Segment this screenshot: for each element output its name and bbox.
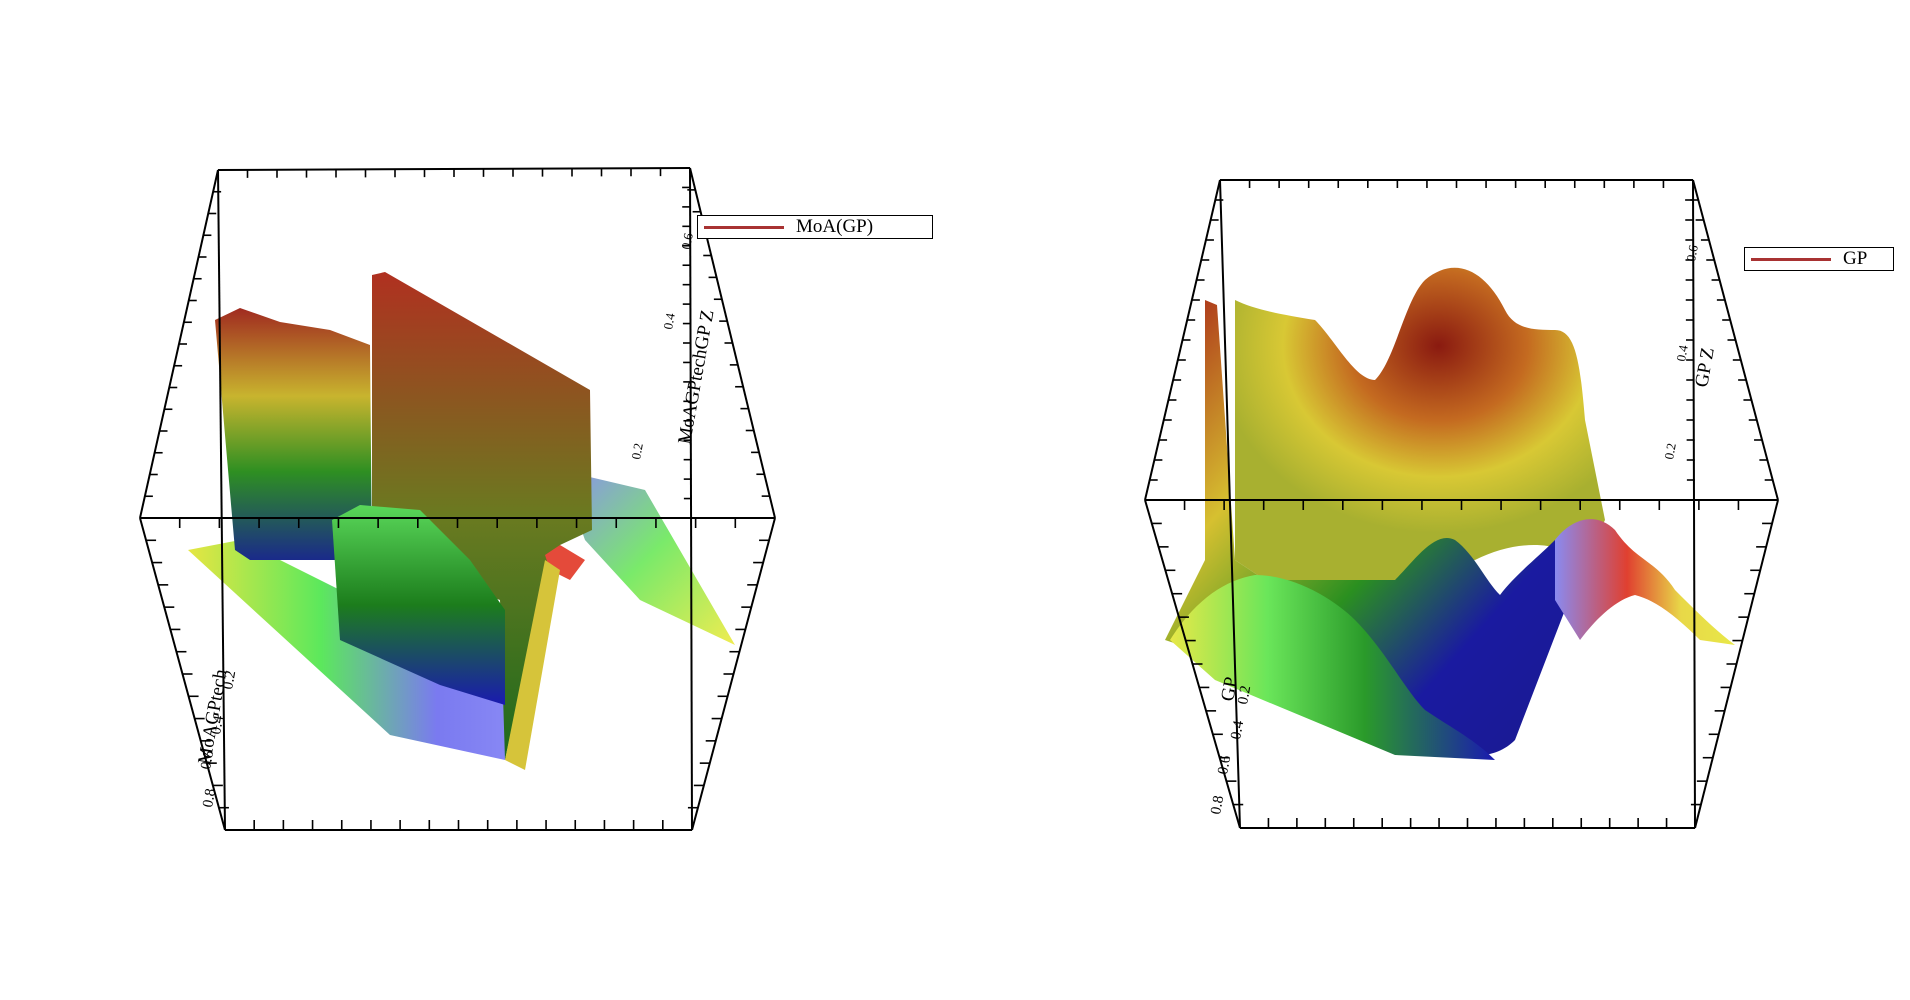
left-z-tick-label: 0.2 [628,442,646,461]
left-z-axis-label: MoAGPtechGP Z [674,308,718,446]
right-box-right-vertical [1692,179,1696,829]
left-box-left-vertical [217,169,226,831]
right-y-tick-label: 0.4 [1228,719,1247,741]
left-surface-fold-face [505,560,560,770]
left-z-tick-label: 0.4 [660,311,678,330]
right-legend: GP [1744,247,1894,271]
right-surface [1165,267,1735,760]
left-z-tick-labels: 0.2 0.4 0.6 [628,231,696,460]
right-y-axis-label: GP [1217,675,1242,703]
right-z-tick-labels: 0.2 0.4 0.6 [1661,243,1701,460]
right-surface-plot: 0.2 0.4 0.6 0.8 GP 0.2 0.4 0.6 GP Z GP [955,0,1910,1000]
left-legend-swatch [704,225,784,229]
left-y-tick-label: 0.8 [200,787,219,808]
right-legend-swatch [1751,257,1831,261]
right-box-left-vertical [1219,179,1241,829]
left-y-tick-label: 0.4 [208,714,227,736]
right-tick-marks [1149,180,1773,828]
right-z-tick-label: 0.2 [1661,442,1679,461]
right-plot-svg: 0.2 0.4 0.6 0.8 GP 0.2 0.4 0.6 GP Z [1144,179,1779,829]
left-surface-floor [188,540,520,760]
right-y-tick-label: 0.6 [1215,754,1234,776]
left-z-tick-label: 0.6 [678,231,696,250]
left-surface-wall-left [215,308,372,560]
left-plot-svg: 0.2 0.4 0.6 0.8 MoAGPtech 0.2 0.4 0.6 Mo… [139,167,776,831]
right-y-tick-labels: 0.2 0.4 0.6 0.8 [1208,684,1254,815]
left-y-tick-label: 0.6 [198,749,217,771]
left-legend: MoA(GP) [697,215,933,239]
right-z-axis-label: GP Z [1691,346,1719,389]
right-surface-right-wing [1555,519,1735,645]
left-y-axis-label: MoAGPtech [194,667,231,766]
left-surface-plot: 0.2 0.4 0.6 0.8 MoAGPtech 0.2 0.4 0.6 Mo… [139,167,933,831]
right-legend-label: GP [1843,248,1868,269]
left-surface-ridge [332,505,505,705]
right-y-tick-label: 0.8 [1208,794,1227,815]
left-y-tick-label: 0.2 [220,669,239,690]
right-y-tick-label: 0.2 [1235,684,1254,705]
left-surface [188,272,735,770]
right-z-tick-label: 0.4 [1673,343,1691,362]
left-surface-wall-right [372,272,592,760]
right-surface-left-wave [1170,575,1495,760]
left-tick-marks [144,168,770,830]
left-legend-label: MoA(GP) [796,216,874,237]
right-z-tick-label: 0.6 [1683,243,1701,262]
right-surface-back [1235,267,1605,580]
left-y-tick-labels: 0.2 0.4 0.6 0.8 [198,669,239,808]
